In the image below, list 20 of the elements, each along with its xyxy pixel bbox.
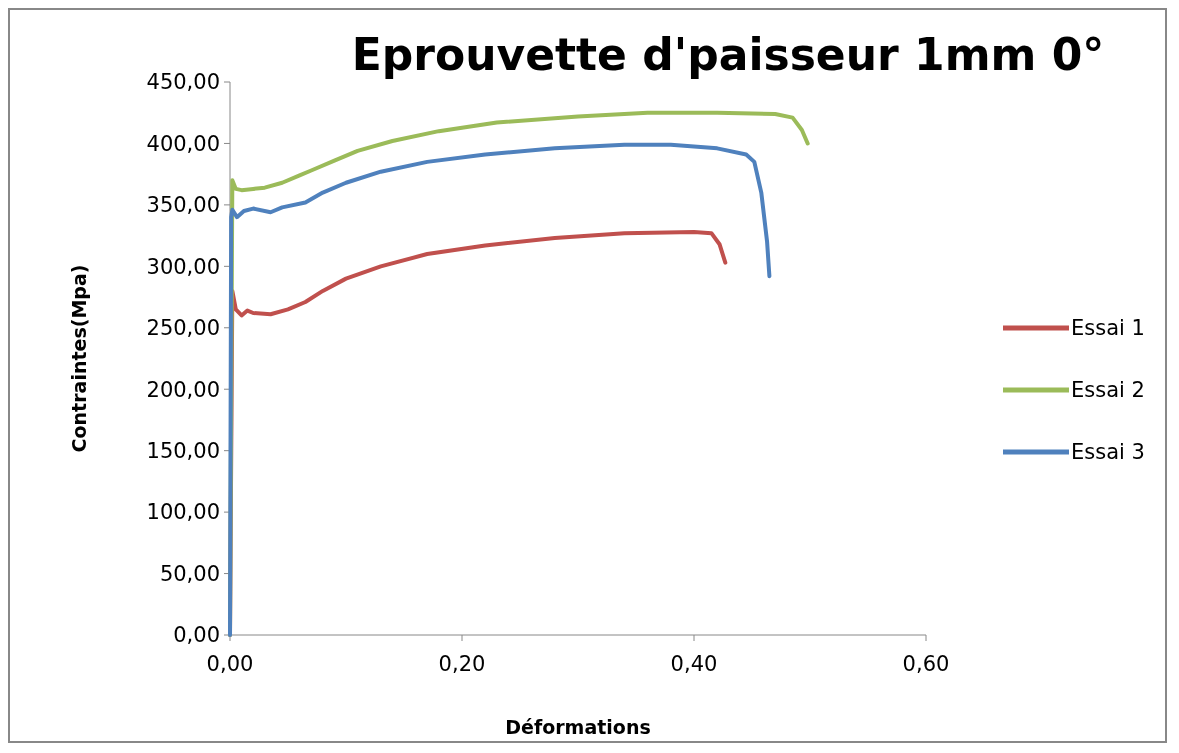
y-tick-label: 150,00	[146, 439, 220, 464]
legend-label: Essai 3	[1071, 440, 1145, 465]
y-tick-label: 0,00	[173, 623, 220, 648]
y-tick-label: 100,00	[146, 500, 220, 525]
y-tick-label: 200,00	[146, 377, 220, 402]
x-tick-label: 0,20	[438, 652, 486, 676]
y-axis-title: Contraintes(Mpa)	[68, 264, 90, 453]
legend-label: Essai 1	[1071, 316, 1145, 341]
x-tick-label: 0,00	[206, 652, 254, 676]
y-tick-label: 250,00	[146, 316, 220, 341]
y-tick-label: 50,00	[159, 561, 220, 586]
x-axis-title: Déformations	[505, 716, 651, 738]
x-tick-label: 0,40	[670, 652, 718, 676]
x-tick-label: 0,60	[902, 652, 950, 676]
y-tick-label: 400,00	[146, 131, 220, 156]
y-tick-label: 450,00	[146, 70, 220, 95]
chart-title: Eprouvette d'paisseur 1mm 0°	[351, 29, 1105, 80]
legend-label: Essai 2	[1071, 378, 1145, 403]
y-tick-label: 350,00	[146, 193, 220, 218]
y-tick-label: 300,00	[146, 254, 220, 279]
